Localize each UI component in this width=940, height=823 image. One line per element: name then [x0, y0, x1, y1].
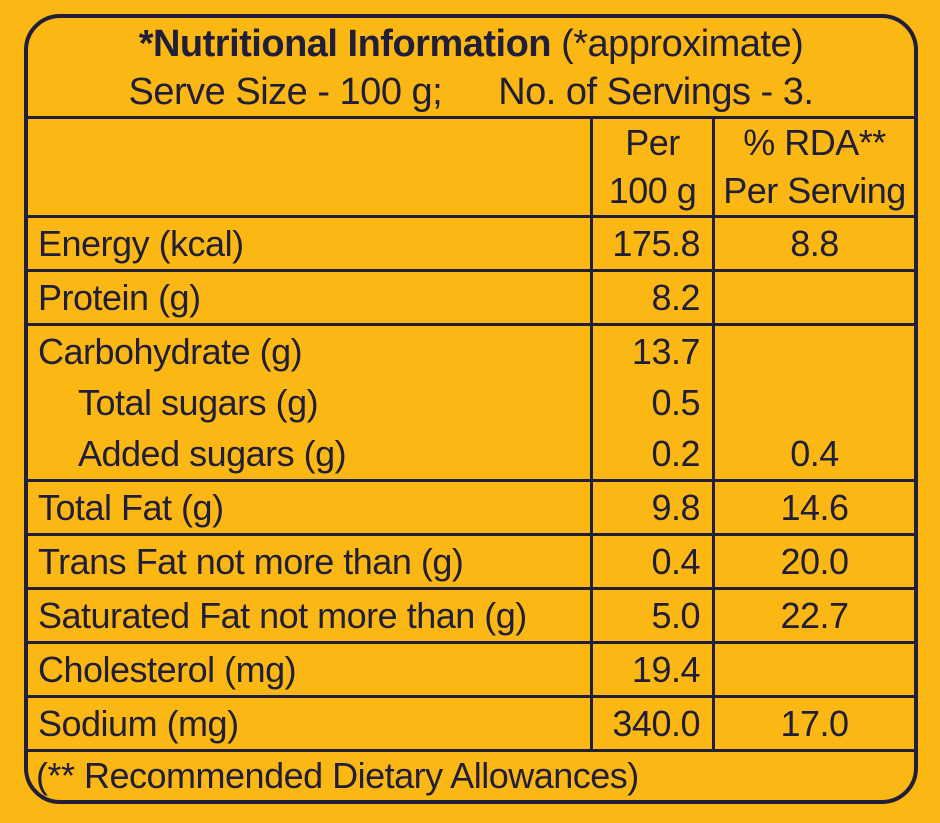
nutrient-label-added-sugars: Added sugars (g) — [78, 433, 347, 474]
row-saturated-fat: Saturated Fat not more than (g) 5.0 22.7 — [28, 587, 914, 641]
rda-value — [715, 377, 914, 428]
per-100g-value: 175.8 — [612, 223, 700, 264]
row-total-fat: Total Fat (g) 9.8 14.6 — [28, 479, 914, 533]
header-col-per-100g: Per 100 g — [590, 119, 712, 215]
nutrient-label: Total Fat (g) — [38, 487, 224, 528]
nutrient-label: Sodium (mg) — [38, 703, 239, 744]
rda-footnote-text: (** Recommended Dietary Allowances) — [36, 755, 639, 796]
label-title: *Nutritional Information — [138, 23, 552, 65]
nutrient-label: Carbohydrate (g) — [38, 331, 303, 372]
per-100g-value: 19.4 — [631, 649, 701, 690]
label-title-line: *Nutritional Information (*approximate) — [28, 20, 914, 68]
label-header: *Nutritional Information (*approximate) … — [28, 18, 914, 116]
row-protein: Protein (g) 8.2 — [28, 269, 914, 323]
row-cholesterol: Cholesterol (mg) 19.4 — [28, 641, 914, 695]
per-100g-header-line1: Per — [625, 122, 680, 163]
rda-value — [715, 644, 914, 695]
rda-value — [715, 272, 914, 323]
rda-value: 20.0 — [780, 541, 849, 582]
table-column-header-row: Per 100 g % RDA** Per Serving — [28, 116, 914, 215]
serve-size-line: Serve Size - 100 g; No. of Servings - 3. — [28, 68, 914, 116]
rda-value: 14.6 — [780, 487, 849, 528]
per-100g-value: 8.2 — [651, 277, 700, 318]
nutrition-label-panel: *Nutritional Information (*approximate) … — [24, 14, 918, 804]
rda-value: 17.0 — [780, 703, 849, 744]
nutrient-label: Energy (kcal) — [38, 223, 244, 264]
header-col-rda: % RDA** Per Serving — [712, 119, 914, 215]
servings-text: No. of Servings - 3. — [498, 71, 814, 113]
nutrient-label: Saturated Fat not more than (g) — [38, 595, 527, 636]
serve-size-text: Serve Size - 100 g; — [128, 71, 443, 113]
rda-value — [715, 326, 914, 377]
nutrient-label: Trans Fat not more than (g) — [38, 541, 464, 582]
per-100g-value: 13.7 — [631, 331, 701, 372]
rda-header-line1: % RDA** — [743, 122, 886, 163]
row-sodium: Sodium (mg) 340.0 17.0 — [28, 695, 914, 749]
per-100g-value: 340.0 — [612, 703, 700, 744]
row-energy: Energy (kcal) 175.8 8.8 — [28, 215, 914, 269]
nutrient-label-total-sugars: Total sugars (g) — [78, 382, 319, 423]
per-100g-value: 0.5 — [651, 382, 700, 423]
header-col-nutrient — [28, 119, 590, 215]
per-100g-value: 9.8 — [651, 487, 700, 528]
row-trans-fat: Trans Fat not more than (g) 0.4 20.0 — [28, 533, 914, 587]
per-100g-value: 0.4 — [651, 541, 700, 582]
rda-footnote: (** Recommended Dietary Allowances) — [28, 749, 914, 800]
rda-value: 8.8 — [790, 223, 839, 264]
rda-value: 22.7 — [780, 595, 849, 636]
rda-value: 0.4 — [790, 433, 839, 474]
nutrient-label: Cholesterol (mg) — [38, 649, 297, 690]
label-title-note: (*approximate) — [551, 23, 804, 65]
row-carbohydrate-group: Carbohydrate (g) Total sugars (g) Added … — [28, 323, 914, 479]
per-100g-value: 0.2 — [651, 433, 700, 474]
per-100g-value: 5.0 — [651, 595, 700, 636]
nutrient-label: Protein (g) — [38, 277, 201, 318]
rda-header-line2: Per Serving — [723, 170, 906, 211]
per-100g-header-line2: 100 g — [608, 170, 697, 211]
